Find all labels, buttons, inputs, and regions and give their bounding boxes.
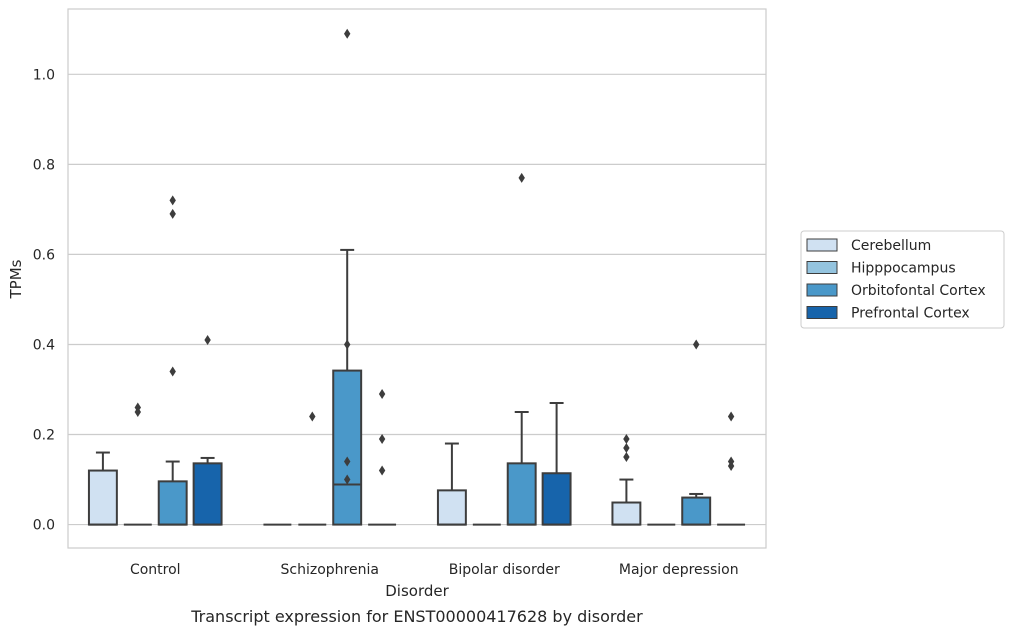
plot-frame <box>67 8 767 549</box>
legend-swatch <box>806 306 838 319</box>
box-3-3 <box>717 411 746 526</box>
y-tick-labels: 0.0 0.2 0.4 0.6 0.8 1.0 <box>33 67 55 533</box>
plot-background <box>68 9 766 548</box>
outlier-point <box>169 208 176 219</box>
outlier-point <box>623 443 630 454</box>
box-body <box>506 462 537 526</box>
outlier-point <box>727 411 735 422</box>
box-0-2 <box>436 442 467 526</box>
x-tick-label: Schizophrenia <box>281 562 379 578</box>
box-body <box>192 462 223 526</box>
x-tick-label: Bipolar disorder <box>449 562 560 578</box>
outlier-point <box>693 339 700 350</box>
outlier-point <box>623 452 630 463</box>
legend-label: Hipppocampus <box>851 261 956 277</box>
x-tick-label: Control <box>130 562 181 578</box>
outlier-point <box>344 28 351 39</box>
box-body <box>541 472 572 526</box>
outlier-point <box>309 411 316 422</box>
box-2-2 <box>506 172 537 526</box>
box-0-0 <box>87 451 118 526</box>
box-body <box>681 496 712 526</box>
box-body <box>436 489 467 526</box>
box-3-2 <box>541 402 572 526</box>
box-2-3 <box>681 339 712 526</box>
x-axis-label: Disorder <box>385 582 449 600</box>
box-body <box>611 501 642 526</box>
box-3-0 <box>192 334 223 526</box>
box-2-1 <box>332 28 363 526</box>
box-body <box>87 469 118 526</box>
box-2-0 <box>157 195 188 526</box>
legend-label: Prefrontal Cortex <box>851 306 970 322</box>
legend-label: Orbitofontal Cortex <box>851 283 986 299</box>
legend: Cerebellum Hipppocampus Orbitofontal Corte… <box>800 230 1005 329</box>
box-1-1 <box>298 411 327 526</box>
legend-swatch <box>806 283 838 297</box>
outlier-point <box>378 465 386 476</box>
outlier-point <box>378 389 386 399</box>
y-tick-label: 1.0 <box>33 67 55 83</box>
box-marks <box>87 28 746 526</box>
x-tick-label: Major depression <box>619 562 739 578</box>
y-axis-label: TPMs <box>7 259 25 299</box>
y-tick-label: 0.0 <box>33 518 55 534</box>
legend-label: Cerebellum <box>851 238 931 254</box>
outlier-point <box>134 402 141 413</box>
box-3-1 <box>368 389 397 526</box>
outlier-point <box>169 195 176 206</box>
outlier-point <box>378 434 386 445</box>
outlier-point <box>623 434 630 445</box>
outlier-point <box>344 339 351 350</box>
legend-swatch <box>806 261 838 274</box>
y-tick-label: 0.2 <box>33 428 55 444</box>
box-0-3 <box>611 434 642 526</box>
legend-frame <box>800 230 1005 329</box>
outlier-point <box>518 172 525 183</box>
y-tick-label: 0.6 <box>33 247 55 263</box>
y-tick-label: 0.4 <box>33 337 55 353</box>
x-tick-labels: Control Schizophrenia Bipolar disorder Majo… <box>130 562 739 578</box>
box-1-0 <box>123 402 152 526</box>
outlier-point <box>344 456 351 467</box>
box-body <box>332 369 363 526</box>
outlier-point <box>169 366 176 377</box>
chart-caption: Transcript expression for ENST0000041762… <box>190 607 643 626</box>
outlier-point <box>727 456 735 467</box>
legend-swatch <box>806 238 838 252</box>
y-tick-label: 0.8 <box>33 157 55 173</box>
outlier-point <box>344 474 351 485</box>
box-body <box>157 480 188 526</box>
outlier-point <box>204 334 211 345</box>
